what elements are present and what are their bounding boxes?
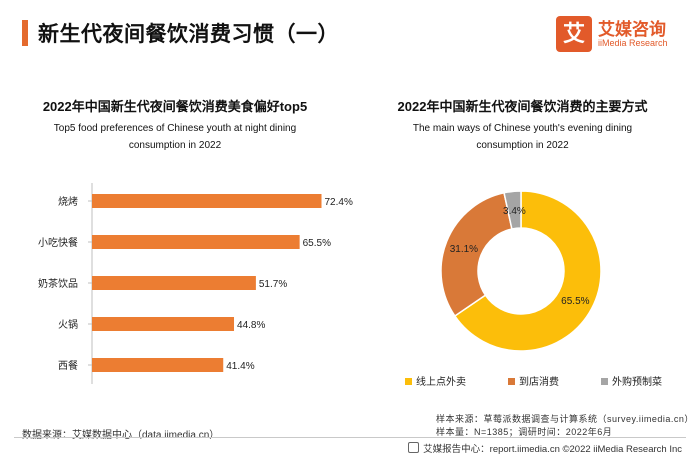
bar-chart-title-block: 2022年中国新生代夜间餐饮消费美食偏好top5 Top5 food prefe… [10, 96, 340, 154]
legend-label-1: 线上点外卖 [416, 375, 466, 388]
bar-category-label: 奶茶饮品 [38, 277, 78, 290]
title-accent-bar [22, 20, 28, 46]
bar-category-label: 火锅 [58, 319, 78, 331]
page-title: 新生代夜间餐饮消费习惯（一） [38, 23, 339, 46]
legend-swatch-1 [405, 378, 412, 385]
footer-divider [14, 437, 686, 438]
bar-data-label: 72.4% [325, 197, 353, 208]
bar-category-label: 烧烤 [58, 195, 78, 208]
logo-subtitle: iiMedia Research [598, 38, 668, 48]
report-center: 艾媒报告中心：report.iimedia.cn ©2022 iiMedia R… [408, 441, 682, 455]
donut-chart-subtitle-line: The main ways of Chinese youth's evening… [412, 123, 633, 134]
donut-chart-title: 2022年中国新生代夜间餐饮消费的主要方式 [397, 99, 648, 114]
donut-data-label: 3.4% [503, 206, 526, 217]
donut-data-label: 65.5% [561, 296, 589, 307]
bar-category-label: 小吃快餐 [38, 236, 78, 249]
bar-chart-title: 2022年中国新生代夜间餐饮消费美食偏好top5 [42, 99, 308, 114]
bar-chart-subtitle-line: Top5 food preferences of Chinese youth a… [53, 123, 297, 134]
legend-label-3: 外购预制菜 [612, 375, 662, 388]
bar-data-label: 65.5% [303, 238, 331, 249]
bar-data-label: 41.4% [226, 361, 254, 372]
data-source: 数据来源：艾媒数据中心（data.iimedia.cn） [22, 430, 220, 441]
bar-2 [92, 235, 300, 249]
bar-data-label: 44.8% [237, 320, 265, 331]
sample-size-note: 样本量：N=1385；调研时间：2022年6月 [436, 427, 613, 437]
bar-category-label: 西餐 [58, 359, 78, 372]
logo-name: 艾媒咨询 [598, 20, 666, 39]
bar-3 [92, 276, 256, 290]
survey-notes: 样本来源：草莓派数据调查与计算系统（survey.iimedia.cn） 样本量… [436, 413, 694, 439]
donut-slice-1 [453, 190, 602, 352]
donut-data-label: 31.1% [450, 244, 478, 255]
bar-4 [92, 317, 235, 331]
legend-swatch-2 [508, 378, 515, 385]
bar-chart-subtitle-line: consumption in 2022 [128, 140, 222, 151]
bar-5 [92, 358, 224, 372]
bar-data-label: 51.7% [259, 279, 287, 290]
bar-1 [92, 194, 322, 208]
bar-chart-subtitle: Top5 food preferences of Chinese youth a… [10, 120, 340, 154]
brand-logo: 艾 艾媒咨询 iiMedia Research [556, 14, 686, 54]
legend-swatch-3 [601, 378, 608, 385]
report-icon [408, 442, 420, 453]
sample-source-note: 样本来源：草莓派数据调查与计算系统（survey.iimedia.cn） [436, 414, 694, 424]
donut-slice-2 [440, 191, 513, 318]
logo-mark-icon: 艾 [556, 16, 592, 52]
donut-chart-title-block: 2022年中国新生代夜间餐饮消费的主要方式 The main ways of C… [350, 96, 695, 154]
legend-label-2: 到店消费 [519, 375, 559, 388]
donut-chart-subtitle: The main ways of Chinese youth's evening… [350, 120, 695, 154]
report-center-text: 艾媒报告中心：report.iimedia.cn ©2022 iiMedia R… [423, 444, 682, 455]
donut-slice-3 [503, 190, 522, 230]
donut-chart-subtitle-line: consumption in 2022 [476, 140, 569, 151]
